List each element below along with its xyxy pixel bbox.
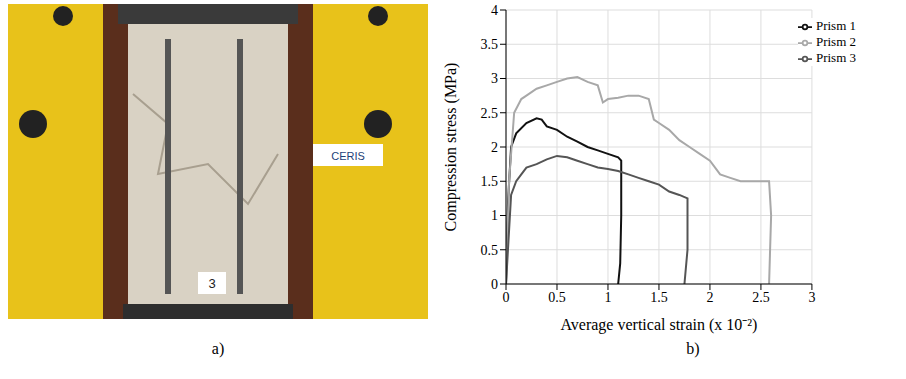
html-text:Prism 2: Prism 2 xyxy=(815,34,856,49)
svg-text:3: 3 xyxy=(808,290,815,305)
svg-text:3.5: 3.5 xyxy=(481,37,499,52)
svg-text:0: 0 xyxy=(503,290,510,305)
svg-text:1: 1 xyxy=(491,208,498,223)
svg-text:4: 4 xyxy=(491,3,498,18)
html-text:Prism 1: Prism 1 xyxy=(815,18,856,33)
svg-text:1.5: 1.5 xyxy=(650,290,668,305)
svg-text:Compression stress (MPa): Compression stress (MPa) xyxy=(442,63,460,232)
svg-text:0: 0 xyxy=(491,277,498,292)
svg-text:1: 1 xyxy=(604,290,611,305)
svg-text:CERIS: CERIS xyxy=(331,150,365,162)
html-text:a): a) xyxy=(211,340,225,357)
svg-text:0.5: 0.5 xyxy=(548,290,566,305)
html-text:b): b) xyxy=(686,340,700,357)
svg-text:2: 2 xyxy=(491,140,498,155)
svg-text:2: 2 xyxy=(706,290,713,305)
svg-text:0.5: 0.5 xyxy=(481,243,499,258)
svg-text:Average vertical strain (x 10⁻: Average vertical strain (x 10⁻²) xyxy=(560,316,757,334)
svg-text:3: 3 xyxy=(208,276,215,291)
html-text:Prism 3: Prism 3 xyxy=(815,50,856,65)
svg-text:2.5: 2.5 xyxy=(481,106,499,121)
svg-text:1.5: 1.5 xyxy=(481,174,499,189)
svg-text:2.5: 2.5 xyxy=(752,290,770,305)
svg-text:3: 3 xyxy=(491,71,498,86)
